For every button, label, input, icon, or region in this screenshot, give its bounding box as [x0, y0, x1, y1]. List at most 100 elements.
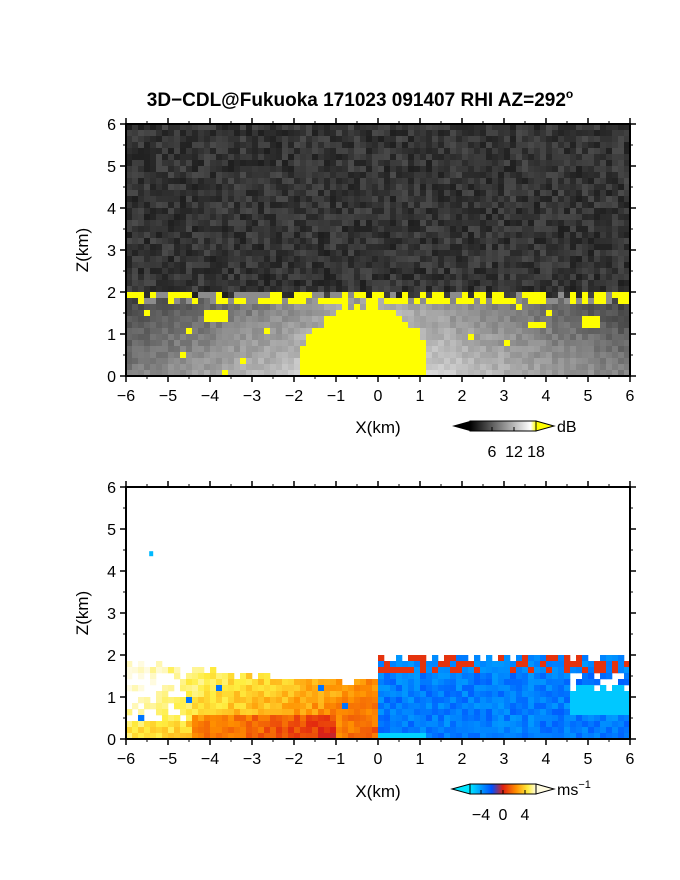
backscatter-cell	[546, 346, 553, 353]
backscatter-cell	[438, 340, 445, 347]
backscatter-cell	[402, 142, 409, 149]
backscatter-cell	[354, 310, 361, 317]
backscatter-cell	[570, 130, 577, 137]
velocity-cell	[222, 679, 229, 686]
backscatter-cell	[480, 358, 487, 365]
backscatter-cell	[408, 292, 415, 299]
backscatter-cell	[258, 232, 265, 239]
backscatter-cell	[540, 346, 547, 353]
velocity-cell	[348, 727, 355, 734]
velocity-cell	[342, 703, 349, 710]
backscatter-cell	[204, 304, 211, 311]
velocity-cell	[138, 715, 145, 722]
backscatter-cell	[558, 172, 565, 179]
backscatter-cell	[384, 184, 391, 191]
backscatter-cell	[240, 196, 247, 203]
backscatter-cell	[384, 268, 391, 275]
backscatter-cell	[438, 220, 445, 227]
backscatter-cell	[234, 244, 241, 251]
backscatter-cell	[522, 184, 529, 191]
backscatter-cell	[546, 232, 553, 239]
backscatter-cell	[474, 322, 481, 329]
backscatter-cell	[360, 208, 367, 215]
backscatter-cell	[306, 166, 313, 173]
backscatter-cell	[180, 352, 187, 359]
backscatter-cell	[486, 292, 493, 299]
backscatter-cell	[270, 328, 277, 335]
velocity-cell	[492, 691, 499, 698]
backscatter-cell	[132, 304, 139, 311]
backscatter-cell	[444, 328, 451, 335]
backscatter-cell	[270, 238, 277, 245]
velocity-cell	[480, 733, 487, 739]
backscatter-cell	[156, 250, 163, 257]
backscatter-cell	[198, 124, 205, 131]
backscatter-cell	[384, 298, 391, 305]
backscatter-cell	[198, 220, 205, 227]
backscatter-cell	[426, 202, 433, 209]
backscatter-cell	[354, 268, 361, 275]
backscatter-cell	[342, 340, 349, 347]
backscatter-cell	[438, 202, 445, 209]
backscatter-cell	[204, 124, 211, 131]
backscatter-cell	[462, 154, 469, 161]
backscatter-cell	[402, 250, 409, 257]
backscatter-cell	[294, 268, 301, 275]
backscatter-cell	[456, 286, 463, 293]
backscatter-cell	[480, 286, 487, 293]
backscatter-cell	[156, 166, 163, 173]
backscatter-cell	[174, 178, 181, 185]
velocity-cell	[480, 697, 487, 704]
backscatter-cell	[372, 166, 379, 173]
backscatter-cell	[588, 190, 595, 197]
velocity-cell	[522, 715, 529, 722]
backscatter-cell	[294, 214, 301, 221]
backscatter-cell	[534, 340, 541, 347]
backscatter-cell	[348, 226, 355, 233]
backscatter-cell	[456, 214, 463, 221]
velocity-cell	[186, 691, 193, 698]
velocity-cell	[408, 673, 415, 680]
velocity-cell	[450, 673, 457, 680]
backscatter-cell	[522, 232, 529, 239]
backscatter-cell	[378, 346, 385, 353]
backscatter-cell	[294, 256, 301, 263]
backscatter-cell	[210, 202, 217, 209]
backscatter-cell	[618, 286, 625, 293]
backscatter-cell	[534, 286, 541, 293]
backscatter-cell	[486, 370, 493, 376]
backscatter-cell	[270, 154, 277, 161]
backscatter-cell	[168, 232, 175, 239]
velocity-cell	[276, 715, 283, 722]
backscatter-cell	[234, 340, 241, 347]
velocity-cell	[354, 709, 361, 716]
backscatter-cell	[312, 256, 319, 263]
backscatter-cell	[372, 292, 379, 299]
backscatter-cell	[276, 304, 283, 311]
velocity-cell	[618, 691, 625, 698]
velocity-cell	[552, 709, 559, 716]
backscatter-cell	[552, 286, 559, 293]
backscatter-cell	[462, 310, 469, 317]
backscatter-cell	[150, 136, 157, 143]
backscatter-cell	[498, 226, 505, 233]
velocity-cell	[186, 733, 193, 739]
velocity-cell	[294, 715, 301, 722]
backscatter-cell	[396, 220, 403, 227]
backscatter-cell	[486, 322, 493, 329]
backscatter-cell	[372, 256, 379, 263]
backscatter-cell	[390, 232, 397, 239]
backscatter-cell	[354, 334, 361, 341]
velocity-cell	[474, 661, 481, 668]
backscatter-cell	[330, 208, 337, 215]
velocity-cell	[126, 661, 133, 668]
velocity-cell	[138, 721, 145, 728]
backscatter-cell	[186, 208, 193, 215]
backscatter-cell	[606, 142, 613, 149]
velocity-cell	[588, 709, 595, 716]
backscatter-cell	[612, 220, 619, 227]
backscatter-cell	[186, 250, 193, 257]
backscatter-cell	[366, 232, 373, 239]
backscatter-cell	[168, 304, 175, 311]
backscatter-cell	[564, 202, 571, 209]
